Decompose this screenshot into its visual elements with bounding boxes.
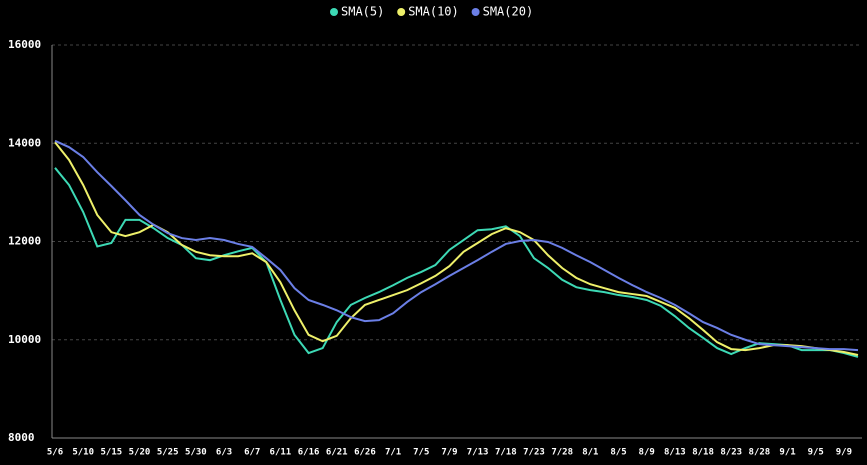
- x-tick-label: 7/23: [523, 448, 545, 458]
- legend-item: SMA(20): [471, 5, 534, 19]
- legend-marker: [397, 8, 406, 16]
- series-line: [54, 141, 859, 356]
- legend-label: SMA(5): [341, 5, 384, 19]
- x-tick-label: 9/1: [779, 448, 795, 458]
- x-tick-label: 6/11: [270, 448, 292, 458]
- legend-label: SMA(20): [483, 5, 534, 19]
- legend-item: SMA(10): [397, 5, 459, 19]
- x-tick-label: 5/15: [101, 448, 123, 458]
- legend-item: SMA(5): [330, 5, 384, 19]
- x-tick-label: 7/9: [441, 448, 457, 458]
- legend-marker: [330, 8, 338, 16]
- x-tick-label: 7/13: [467, 448, 489, 458]
- x-tick-label: 5/6: [47, 448, 63, 458]
- x-tick-label: 9/9: [836, 448, 852, 458]
- x-tick-label: 8/5: [610, 448, 626, 458]
- y-tick-label: 16000: [8, 38, 41, 51]
- x-tick-label: 5/30: [185, 448, 207, 458]
- y-tick-label: 12000: [8, 235, 41, 248]
- x-tick-label: 8/1: [582, 448, 598, 458]
- x-tick-label: 6/26: [354, 448, 376, 458]
- x-tick-label: 5/20: [129, 448, 151, 458]
- x-tick-label: 7/1: [385, 448, 401, 458]
- x-tick-label: 9/5: [808, 448, 824, 458]
- series-line: [54, 167, 859, 358]
- x-tick-label: 6/3: [216, 448, 232, 458]
- y-tick-label: 8000: [8, 431, 35, 444]
- x-tick-label: 7/5: [413, 448, 429, 458]
- legend-marker: [471, 8, 480, 16]
- series-line: [54, 139, 859, 352]
- x-tick-label: 8/28: [749, 448, 771, 458]
- x-tick-label: 6/7: [244, 448, 260, 458]
- x-tick-label: 7/18: [495, 448, 517, 458]
- y-tick-label: 10000: [8, 333, 41, 346]
- x-tick-label: 8/13: [664, 448, 686, 458]
- x-tick-label: 8/9: [639, 448, 655, 458]
- x-tick-label: 5/25: [157, 448, 179, 458]
- x-tick-label: 8/23: [720, 448, 742, 458]
- x-tick-label: 5/10: [72, 448, 94, 458]
- legend-label: SMA(10): [408, 5, 459, 19]
- x-tick-label: 7/28: [551, 448, 573, 458]
- x-tick-label: 6/16: [298, 448, 320, 458]
- x-tick-label: 6/21: [326, 448, 348, 458]
- y-tick-label: 14000: [8, 136, 41, 149]
- x-tick-label: 8/18: [692, 448, 714, 458]
